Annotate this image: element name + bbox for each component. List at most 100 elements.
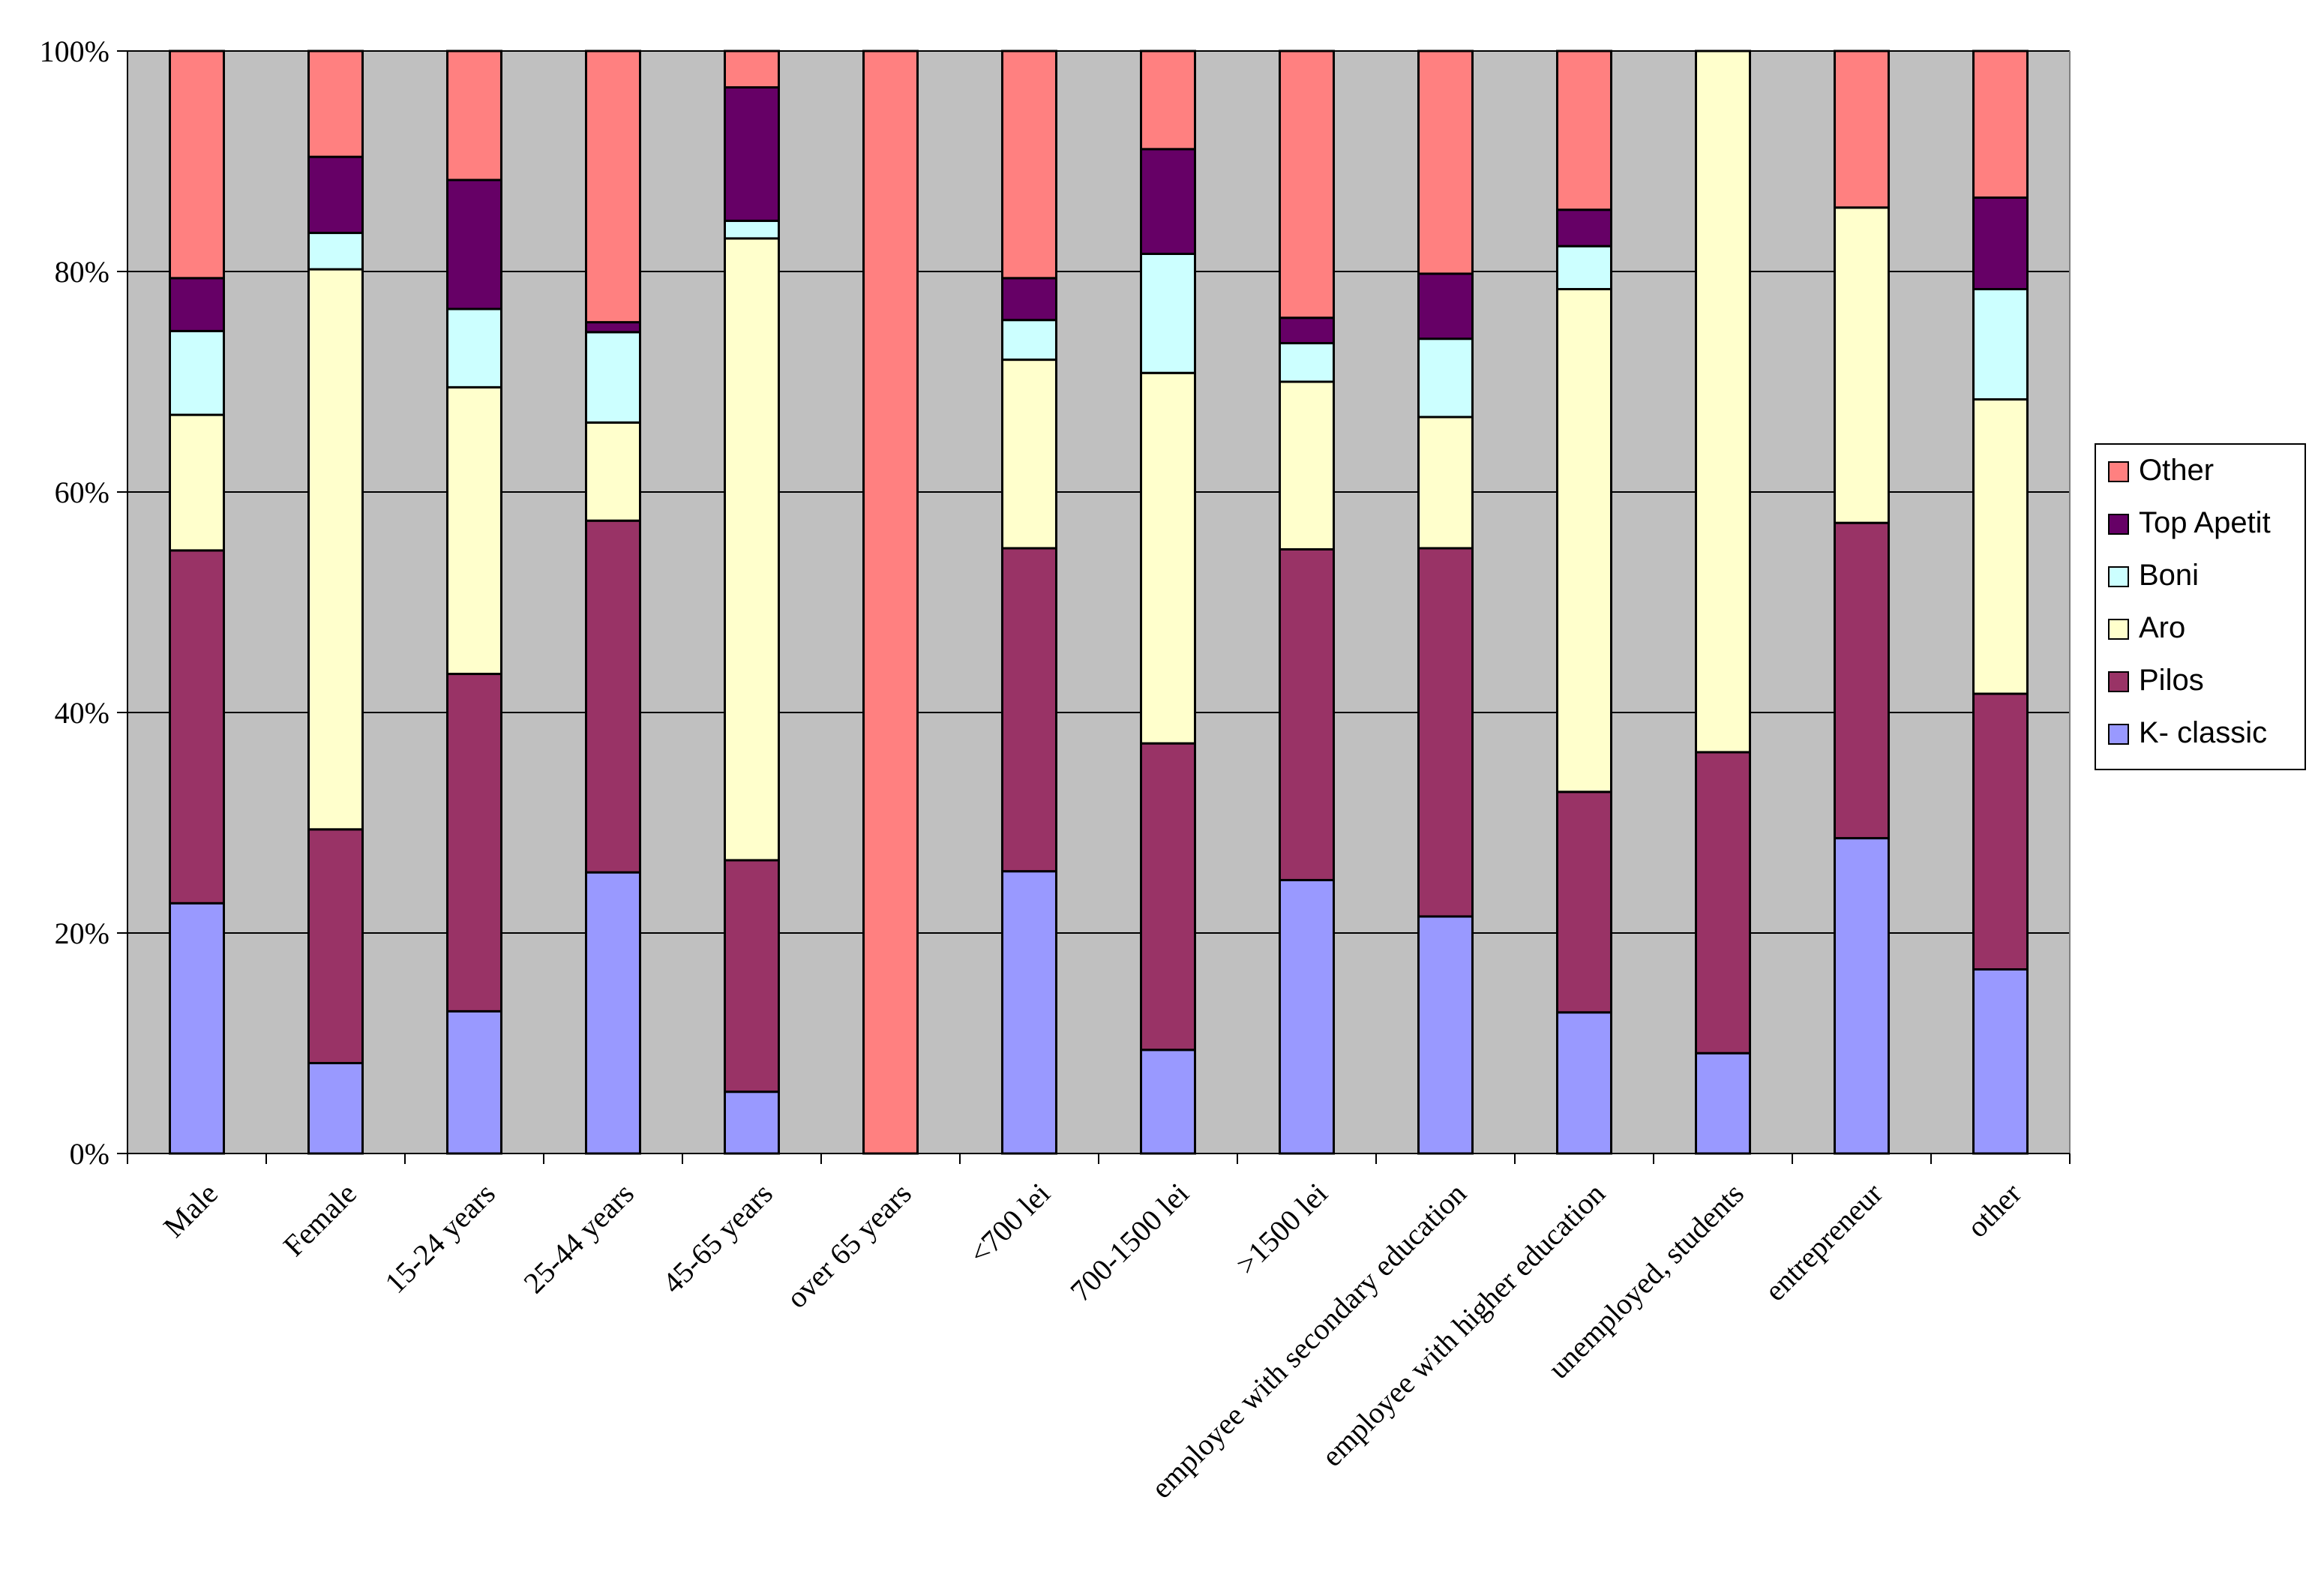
- y-tick-label: 80%: [55, 255, 109, 289]
- bar-segment: [1417, 50, 1474, 275]
- legend-swatch: [2108, 619, 2129, 640]
- bar-segment: [1279, 316, 1335, 345]
- bar-segment: [446, 1010, 502, 1155]
- legend-swatch: [2108, 514, 2129, 535]
- bar-segment: [169, 50, 225, 280]
- bar-segment: [446, 50, 502, 182]
- bar-segment: [1834, 837, 1890, 1155]
- bar-segment: [1417, 338, 1474, 418]
- bar-segment: [724, 237, 780, 862]
- bar-segment: [169, 277, 225, 332]
- bar-segment: [1695, 1052, 1751, 1155]
- bar-segment: [169, 329, 225, 416]
- bar-segment: [1001, 319, 1057, 362]
- bar-segment: [1556, 208, 1612, 248]
- legend-label: Other: [2139, 454, 2214, 487]
- bar-segment: [1556, 50, 1612, 212]
- bar-segment: [307, 268, 364, 831]
- x-tick-label: Male: [157, 1177, 224, 1244]
- bar-segment: [1001, 50, 1057, 280]
- bar-segment: [585, 421, 641, 522]
- bar-segment: [1001, 358, 1057, 550]
- bar-segment: [1972, 398, 2029, 695]
- x-tick-label: over 65 years: [780, 1177, 918, 1315]
- bar-segment: [169, 413, 225, 552]
- bar-segment: [169, 549, 225, 904]
- bar-segment: [1556, 1011, 1612, 1155]
- x-tick-label: <700 lei: [962, 1177, 1057, 1271]
- bar-segment: [1279, 878, 1335, 1155]
- bar-segment: [585, 519, 641, 874]
- legend: Other Top Apetit Boni Aro Pilos K- classic: [2095, 443, 2306, 770]
- x-tick-label: 15-24 years: [378, 1177, 502, 1300]
- bar-segment: [1972, 968, 2029, 1155]
- legend-label: Aro: [2139, 611, 2185, 644]
- bar-segment: [1279, 342, 1335, 383]
- y-tick-label: 20%: [55, 916, 109, 950]
- bar-segment: [1556, 288, 1612, 794]
- legend-label: Top Apetit: [2139, 506, 2271, 539]
- bar-segment: [1140, 148, 1196, 255]
- x-tick-label: >1500 lei: [1229, 1177, 1334, 1282]
- bar-segment: [1140, 371, 1196, 745]
- bars: [169, 50, 2029, 1155]
- legend-label: Boni: [2139, 559, 2199, 592]
- bar-segment: [307, 50, 364, 158]
- y-axis-tick-labels: 0% 20% 40% 60% 80% 100%: [40, 34, 109, 1171]
- legend-label: K- classic: [2139, 716, 2267, 749]
- bar-segment: [307, 232, 364, 271]
- bar-segment: [585, 321, 641, 334]
- bar-segment: [724, 859, 780, 1094]
- bar-segment: [1001, 870, 1057, 1155]
- x-axis-tick-labels: Male Female 15-24 years 25-44 years 45-65 ye…: [157, 1177, 2028, 1505]
- bar-segment: [1972, 196, 2029, 291]
- bar-segment: [1279, 548, 1335, 881]
- bar-segment: [1279, 50, 1335, 320]
- bar-segment: [1001, 277, 1057, 322]
- bar-segment: [1972, 50, 2029, 200]
- x-tick-label: 25-44 years: [517, 1177, 640, 1300]
- bar-segment: [307, 1061, 364, 1155]
- bar-segment: [1001, 547, 1057, 873]
- y-tick-label: 60%: [55, 476, 109, 509]
- bar-segment: [1972, 692, 2029, 971]
- bar-segment: [724, 50, 780, 89]
- x-tick-label: entrepreneur: [1758, 1177, 1889, 1308]
- x-tick-label: Female: [277, 1177, 363, 1263]
- x-tick-label: 45-65 years: [655, 1177, 779, 1300]
- bar-segment: [1695, 751, 1751, 1054]
- bar-segment: [1140, 742, 1196, 1052]
- bar-segment: [1695, 50, 1751, 754]
- legend-swatch: [2108, 461, 2129, 482]
- bar-segment: [1140, 252, 1196, 374]
- bar-segment: [1279, 380, 1335, 550]
- bar-segment: [1140, 50, 1196, 151]
- bar-segment: [862, 50, 919, 1155]
- x-tick-label: 700-1500 lei: [1063, 1177, 1195, 1309]
- bar-segment: [1834, 206, 1890, 524]
- bar-segment: [446, 308, 502, 388]
- bar-segment: [1556, 244, 1612, 291]
- bar-segment: [1834, 521, 1890, 840]
- plot-area: [127, 51, 2070, 1154]
- legend-box: [2095, 443, 2306, 770]
- bar-segment: [1140, 1048, 1196, 1155]
- bar-segment: [1417, 915, 1474, 1155]
- bar-segment: [1834, 50, 1890, 209]
- bar-segment: [585, 50, 641, 324]
- bar-segment: [307, 828, 364, 1064]
- y-tick-label: 0%: [70, 1137, 109, 1171]
- x-tick-label: employee with higher education: [1315, 1177, 1611, 1473]
- bar-segment: [724, 1090, 780, 1155]
- legend-label: Pilos: [2139, 664, 2204, 697]
- bar-segment: [1417, 272, 1474, 340]
- bar-segment: [724, 86, 780, 222]
- bar-segment: [307, 155, 364, 235]
- legend-swatch: [2108, 671, 2129, 692]
- bar-segment: [446, 386, 502, 676]
- legend-swatch: [2108, 566, 2129, 587]
- bar-segment: [1556, 790, 1612, 1014]
- axes: [117, 50, 2071, 1164]
- bar-segment: [724, 219, 780, 240]
- bar-segment: [585, 871, 641, 1155]
